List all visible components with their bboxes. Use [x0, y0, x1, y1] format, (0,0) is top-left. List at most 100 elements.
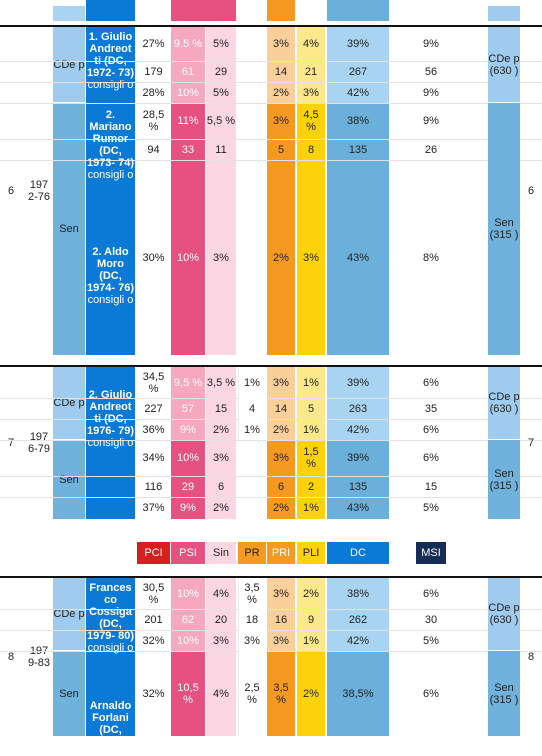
col-pri-senate	[267, 440, 295, 519]
chamber-label: CDe p	[53, 608, 85, 620]
sin-cell	[209, 580, 233, 607]
pr-cell	[238, 398, 266, 419]
legend-pri: PRI	[267, 542, 295, 564]
col-pri-senate	[267, 103, 295, 355]
senate-label: Sen	[59, 473, 79, 486]
value-msi: 6%	[423, 423, 439, 436]
block-separator	[0, 365, 542, 367]
senate-label: Sen	[59, 687, 79, 700]
government-cell	[86, 578, 135, 736]
right-senate-label: Sen (315 )	[489, 217, 519, 241]
value-psi: 10,5 %	[177, 681, 199, 706]
government-cell	[86, 367, 135, 519]
government-entry: 2. Mariano Rumor (DC, 1973- 74) consigli …	[86, 105, 135, 195]
sin-cell	[209, 105, 233, 137]
value-sin: 6	[217, 480, 225, 493]
right-chamber-label: CDe p (630 )	[488, 602, 520, 626]
value-pli: 1%	[303, 376, 319, 389]
value-dc: 39%	[346, 452, 370, 464]
row-divider	[0, 651, 542, 652]
value-sin: 3%	[213, 251, 229, 264]
sin-cell	[209, 369, 233, 396]
value-msi: 9%	[423, 115, 439, 127]
pr-cell	[238, 651, 266, 736]
value-pli: 1,5 %	[303, 446, 319, 470]
value-sin: 3%	[213, 634, 229, 647]
col-psi-chamber	[171, 578, 205, 651]
value-psi: 10%	[176, 86, 200, 99]
row-divider	[0, 419, 542, 420]
col-pli-senate	[297, 651, 325, 736]
col-psi-chamber	[171, 27, 205, 103]
col-dc-senate	[327, 440, 389, 519]
value-pri: 2%	[273, 86, 289, 99]
legislature-years: 197 2-76	[27, 179, 51, 203]
value-pr: 4	[248, 402, 256, 415]
value-dc: 43%	[346, 251, 370, 264]
legislature-years: 197 9-83	[27, 645, 51, 669]
sin-cell	[209, 478, 233, 495]
value-pr	[238, 27, 266, 61]
header-strip-pri	[267, 0, 295, 21]
chamber-label: CDe p	[53, 397, 85, 409]
col-pli-chamber	[297, 27, 325, 103]
legislature-number: 6	[7, 185, 15, 197]
sin-cell	[209, 499, 233, 517]
value-sin: 20	[214, 613, 228, 626]
col-dc-senate	[327, 651, 389, 736]
value-pri: 14	[274, 65, 288, 78]
value-pr	[238, 82, 266, 103]
value-dc: 38,5%	[342, 687, 374, 700]
row-divider	[0, 160, 542, 161]
value-pci: 94	[147, 143, 160, 156]
value-dc: 39%	[346, 38, 370, 50]
sin-cell	[209, 653, 233, 734]
value-msi: 6%	[423, 587, 439, 600]
col-psi-senate	[171, 103, 205, 355]
value-pli: 4,5 %	[303, 109, 319, 133]
value-pri: 3%	[273, 634, 289, 647]
value-pci: 30%	[142, 251, 165, 264]
right-legislature-number: 7	[527, 437, 535, 449]
value-pr: 2,5 %	[244, 681, 260, 706]
col-psi-senate	[171, 440, 205, 519]
value-pci: 179	[144, 65, 163, 78]
government-entry: Frances co Cossiga (DC, 1979- 80) consigl…	[86, 578, 135, 673]
value-pri: 3%	[273, 115, 289, 127]
value-sin: 5,5 %	[206, 115, 236, 127]
government-name: 1. Giulio Andreot ti (DC, 1972- 73)	[86, 31, 135, 79]
government-role: consigli o	[87, 294, 134, 306]
col-pli-senate	[297, 440, 325, 519]
value-msi: 9%	[423, 86, 439, 99]
value-pci: 32%	[142, 687, 165, 700]
value-pri: 2%	[273, 423, 289, 436]
value-dc: 135	[348, 480, 368, 493]
value-pri: 3%	[273, 587, 289, 600]
value-psi: 61	[181, 65, 195, 78]
value-pr	[238, 61, 266, 82]
senate-label-cell	[53, 103, 85, 355]
col-dc-senate	[327, 103, 389, 355]
value-pli: 9	[307, 613, 315, 626]
value-pr: 3,5 %	[244, 581, 260, 606]
value-pli: 3%	[303, 251, 319, 264]
value-pr: 3%	[244, 634, 260, 647]
legend-pci: PCI	[137, 542, 170, 564]
value-sin: 29	[214, 65, 228, 78]
sin-cell	[209, 162, 233, 353]
value-pr: 1%	[244, 376, 260, 389]
right-senate-label: Sen (315 )	[489, 681, 519, 706]
value-pci: 28,5 %	[142, 109, 165, 133]
value-pr	[238, 497, 266, 519]
government-name: Frances co Cossiga (DC, 1979- 80)	[86, 582, 135, 642]
chamber-label: CDe p	[53, 58, 85, 71]
value-pri: 3,5 %	[273, 681, 289, 706]
sin-cell	[209, 63, 233, 80]
right-chamber-cell	[488, 578, 520, 650]
legislature-number: 7	[7, 437, 15, 449]
col-dc-chamber	[327, 27, 389, 103]
value-pli: 2	[307, 480, 315, 493]
legend-dc: DC	[327, 542, 389, 564]
value-dc: 38%	[346, 115, 370, 127]
col-psi-senate	[171, 651, 205, 736]
